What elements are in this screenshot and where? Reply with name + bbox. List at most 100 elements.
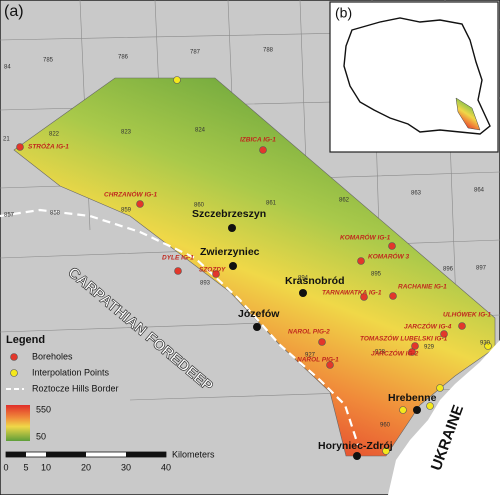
panel-label: (a) (4, 3, 24, 20)
borehole (440, 330, 448, 338)
borehole-label: STRÓŻA IG-1 (28, 142, 69, 151)
town-marker (353, 452, 361, 460)
sheet-number: 929 (424, 345, 435, 351)
borehole (357, 257, 365, 265)
borehole (318, 338, 326, 346)
borehole-label: CHRZANÓW IG-1 (104, 190, 157, 199)
sheet-number: 862 (339, 198, 350, 204)
sheet-number: 823 (121, 130, 132, 136)
town-label: Krasnobród (285, 275, 345, 287)
interpolated-surface (13, 77, 496, 457)
town-label: Józefów (238, 308, 280, 320)
legend-borehole-symbol (10, 353, 18, 361)
legend-item: Roztocze Hills Border (32, 383, 119, 393)
borehole-label: NAROL PIG-2 (288, 329, 330, 336)
ukraine-area (388, 340, 500, 495)
interpolation-point (382, 447, 390, 455)
scale-bar-segment (126, 452, 166, 457)
sheet-number: 897 (476, 266, 487, 272)
sheet-number: 786 (118, 55, 129, 61)
sheet-number: 84 (4, 65, 11, 71)
scale-tick-label: 5 (23, 462, 28, 472)
sheet-number: 928 (375, 350, 386, 356)
panel-label: (b) (335, 5, 352, 21)
borehole (259, 146, 267, 154)
borehole (411, 342, 419, 350)
scale-bar-segment (6, 452, 26, 457)
sheet-number: 787 (190, 50, 201, 56)
sheet-number: 861 (266, 201, 277, 207)
town-marker (413, 406, 421, 414)
borehole (212, 270, 220, 278)
borehole-label: KOMARÓW IG-1 (340, 233, 391, 242)
scale-tick-label: 20 (81, 462, 91, 472)
town-marker (228, 224, 236, 232)
town-label: Zwierzyniec (200, 246, 260, 258)
sheet-number: 788 (263, 48, 274, 54)
study-area (455, 97, 481, 131)
legend-item: Boreholes (32, 351, 73, 361)
sheet-number: 930 (480, 341, 491, 347)
legend-point-symbol (10, 369, 18, 377)
sheet-number: 896 (443, 267, 454, 273)
sheet-number: 21 (3, 137, 10, 143)
borehole (408, 348, 416, 356)
scale-tick-label: 10 (41, 462, 51, 472)
scale-tick-label: 30 (121, 462, 131, 472)
town-marker (253, 323, 261, 331)
scale-unit: Kilometers (172, 449, 215, 459)
borehole (174, 267, 182, 275)
borehole (16, 143, 24, 151)
borehole (388, 242, 396, 250)
borehole-label: RACHANIE IG-1 (398, 284, 447, 291)
borehole-label: DYLE IG-1 (162, 255, 194, 262)
borehole (136, 200, 144, 208)
borehole (458, 322, 466, 330)
town-label: Horyniec-Zdrój (318, 440, 393, 452)
town-marker (229, 262, 237, 270)
colorbar-max: 550 (36, 404, 51, 414)
interpolation-point (484, 342, 492, 350)
borehole-label: NAROL PIG-1 (297, 357, 339, 364)
sheet-number: 858 (50, 211, 61, 217)
borehole-label: TOMASZÓW LUBELSKI IG-1 (360, 334, 448, 343)
colorbar-min: 50 (36, 431, 46, 441)
sheet-number: 859 (121, 208, 132, 214)
interpolation-point (399, 406, 407, 414)
legend-colorbar (6, 405, 30, 441)
borehole (389, 292, 397, 300)
scale-tick-label: 40 (161, 462, 171, 472)
scale-bar-segment (46, 452, 86, 457)
borehole-label: IZBICA IG-1 (240, 137, 276, 144)
scale-bar (5, 451, 167, 458)
borehole-label: TARNAWATKA IG-1 (322, 290, 382, 297)
sheet-number: 857 (4, 213, 15, 219)
sheet-number: 864 (474, 188, 485, 194)
sheet-number: 863 (411, 191, 422, 197)
sheet-number: 927 (305, 353, 316, 359)
borehole-label: JARCZÓW IG-2 (371, 349, 419, 358)
sheet-number: 894 (298, 276, 309, 282)
borehole-label: ULHÓWEK IG-1 (443, 310, 491, 319)
legend-item: Interpolation Points (32, 367, 110, 377)
sheet-number: 824 (195, 128, 206, 134)
sheet-number: 893 (200, 281, 211, 287)
sheet-number: 895 (371, 272, 382, 278)
interpolation-point (436, 384, 444, 392)
scale-tick-label: 0 (3, 462, 8, 472)
interpolation-point (173, 76, 181, 84)
borehole-label: KOMARÓW 3 (368, 252, 410, 261)
poland-outline (343, 17, 491, 135)
interpolation-points (173, 76, 492, 455)
borehole (360, 293, 368, 301)
interpolation-point (426, 402, 434, 410)
town-marker (299, 289, 307, 297)
sheet-number: 960 (380, 423, 391, 429)
sheet-number: 822 (49, 132, 60, 138)
town-label: Szczebrzeszyn (192, 208, 266, 220)
sheet-number: 860 (194, 203, 205, 209)
legend-title: Legend (6, 334, 45, 346)
borehole (326, 361, 334, 369)
roztocze-border (0, 208, 360, 446)
